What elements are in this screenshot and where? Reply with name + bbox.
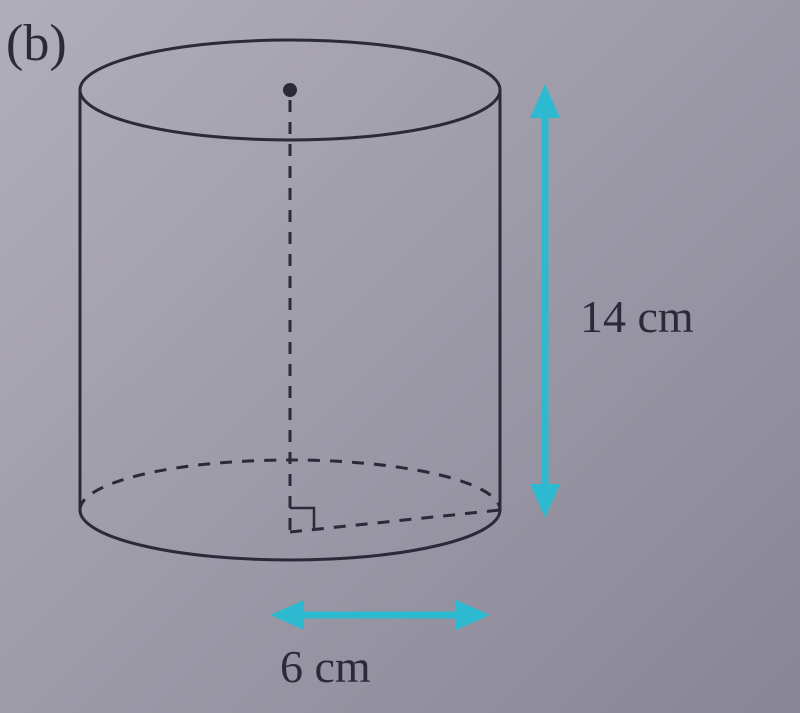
diagram-container: (b) 14 cm 6 c (0, 0, 800, 713)
center-dot (283, 83, 297, 97)
cylinder-radius-line (290, 510, 500, 532)
cylinder-figure (0, 0, 800, 713)
right-angle-marker (290, 508, 314, 530)
height-dimension (530, 84, 560, 518)
height-label: 14 cm (580, 290, 694, 343)
radius-label: 6 cm (280, 640, 371, 693)
radius-dimension (270, 600, 490, 630)
cylinder-bottom-front-arc (80, 510, 500, 560)
